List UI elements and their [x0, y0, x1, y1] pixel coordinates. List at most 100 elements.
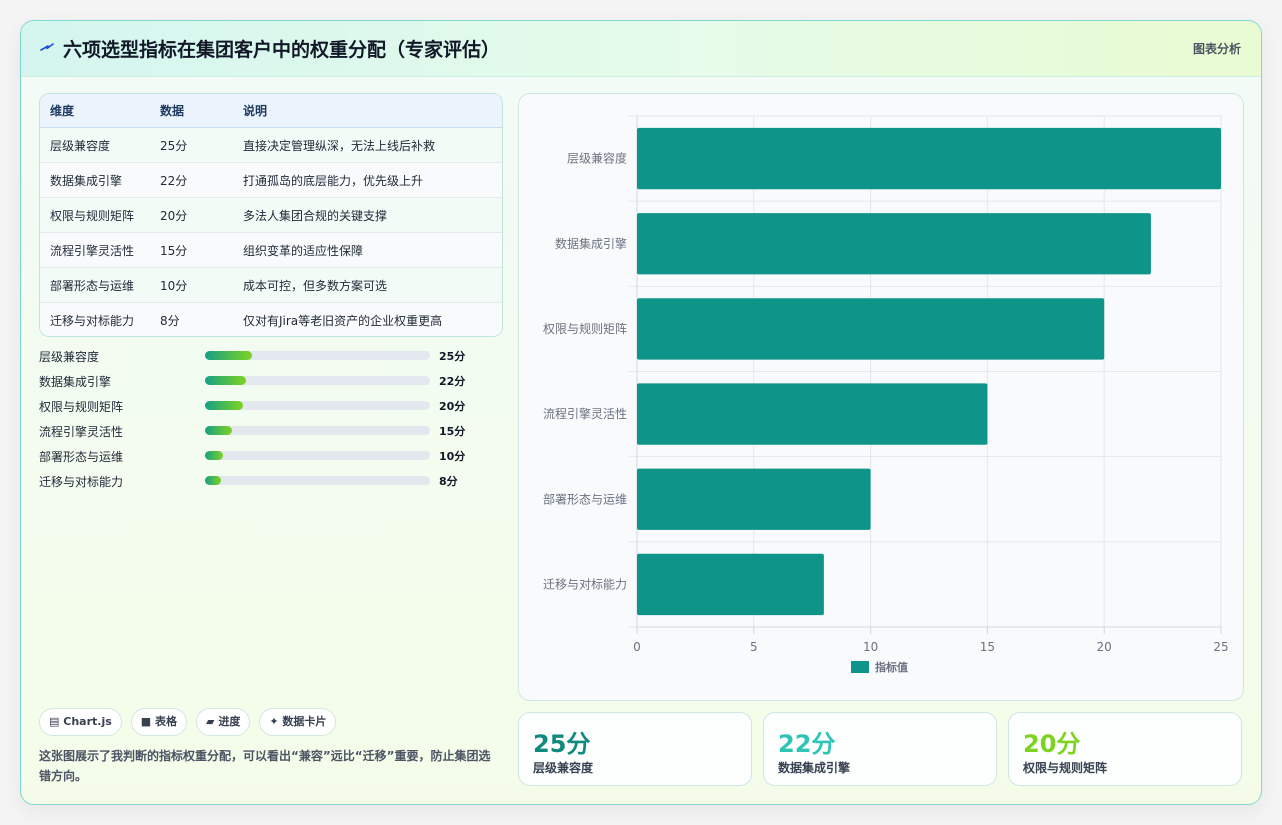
- table-row: 权限与规则矩阵 20分 多法人集团合规的关键支撑: [40, 197, 502, 233]
- analysis-note: 这张图展示了我判断的指标权重分配，可以看出“兼容”远比“迁移”重要，防止集团选错…: [39, 749, 491, 783]
- progress-track: [205, 476, 430, 485]
- stat-label: 层级兼容度: [533, 761, 594, 775]
- stat-value: 22分: [778, 730, 836, 758]
- progress-fill: [205, 476, 221, 485]
- progress-row: 数据集成引擎 22分: [39, 373, 501, 398]
- cell-score: 15分: [150, 232, 233, 268]
- x-tick-label: 25: [1213, 640, 1228, 654]
- progress-value: 10分: [439, 450, 466, 463]
- weights-table: 维度 数据 说明 层级兼容度 25分 直接决定管理纵深，无法上线后补救 数据集成…: [39, 93, 503, 337]
- x-tick-label: 10: [863, 640, 878, 654]
- legend-label: 指标值: [875, 660, 908, 674]
- progress-track: [205, 351, 430, 360]
- column-header-description: 说明: [233, 94, 502, 128]
- cell-score: 10分: [150, 267, 233, 303]
- progress-value: 25分: [439, 350, 466, 363]
- progress-value: 15分: [439, 425, 466, 438]
- cell-dimension: 迁移与对标能力: [40, 302, 150, 336]
- progress-row: 部署形态与运维 10分: [39, 448, 501, 473]
- progress-label: 数据集成引擎: [39, 375, 112, 389]
- main-card: 六项选型指标在集团客户中的权重分配（专家评估） 图表分析 维度 数据 说明 层级…: [20, 20, 1262, 805]
- bar: [637, 468, 871, 530]
- header: 六项选型指标在集团客户中的权重分配（专家评估） 图表分析: [21, 21, 1261, 77]
- bar: [637, 127, 1221, 190]
- stat-value: 25分: [533, 730, 591, 758]
- progress-fill: [205, 351, 253, 360]
- progress-fill: [205, 451, 223, 460]
- column-header-dimension: 维度: [40, 94, 150, 128]
- page-title: 六项选型指标在集团客户中的权重分配（专家评估）: [63, 39, 501, 61]
- bar-chart-panel: 0 5 10 15 20 25 层级兼容度数据集成引擎权限与规则矩阵 流程引擎灵活性 部署形态与…: [518, 93, 1244, 701]
- cell-description: 成本可控，但多数方案可选: [233, 267, 502, 303]
- progress-label: 部署形态与运维: [39, 450, 124, 464]
- cell-score: 25分: [150, 127, 233, 163]
- y-tick-label: 数据集成引擎: [555, 236, 627, 251]
- progress-label: 流程引擎灵活性: [39, 425, 124, 439]
- cell-dimension: 层级兼容度: [40, 127, 150, 163]
- progress-track: [205, 376, 430, 385]
- y-tick-label: 部署形态与运维: [543, 491, 627, 506]
- cell-dimension: 流程引擎灵活性: [40, 232, 150, 268]
- cell-dimension: 权限与规则矩阵: [40, 197, 150, 233]
- progress-value: 20分: [439, 400, 466, 413]
- progress-value: 8分: [439, 475, 458, 488]
- chip-data-cards[interactable]: ✦ 数据卡片: [259, 708, 337, 736]
- table-icon: ■: [140, 715, 152, 728]
- stat-card: 22分 数据集成引擎: [763, 712, 997, 786]
- progress-label: 权限与规则矩阵: [39, 400, 124, 414]
- progress-track: [205, 426, 430, 435]
- x-tick-label: 20: [1097, 640, 1112, 654]
- bar-chart: 0 5 10 15 20 25 层级兼容度数据集成引擎权限与规则矩阵流程引擎灵活性部署形态与…: [543, 115, 1229, 674]
- table-row: 流程引擎灵活性 15分 组织变革的适应性保障: [40, 232, 502, 268]
- cell-dimension: 数据集成引擎: [40, 162, 150, 198]
- progress-fill: [205, 401, 244, 410]
- chip-chartjs[interactable]: ▤ Chart.js: [39, 708, 122, 736]
- lightning-icon: [40, 43, 54, 51]
- progress-icon: ▰: [206, 715, 215, 728]
- stat-label: 权限与规则矩阵: [1023, 761, 1108, 775]
- chip-label: Chart.js: [63, 715, 112, 728]
- progress-value: 22分: [439, 375, 466, 388]
- cell-description: 组织变革的适应性保障: [233, 232, 502, 268]
- chip-label: 表格: [155, 715, 178, 728]
- legend-swatch: [851, 661, 869, 673]
- chip-label: 进度: [218, 715, 241, 728]
- stat-card: 20分 权限与规则矩阵: [1008, 712, 1242, 786]
- x-tick-label: 0: [633, 640, 641, 654]
- progress-track: [205, 451, 430, 460]
- y-tick-label: 层级兼容度: [567, 151, 627, 166]
- cell-description: 多法人集团合规的关键支撑: [233, 197, 502, 233]
- table-row: 部署形态与运维 10分 成本可控，但多数方案可选: [40, 267, 502, 303]
- progress-row: 权限与规则矩阵 20分: [39, 398, 501, 423]
- progress-track: [205, 401, 430, 410]
- stat-card: 25分 层级兼容度: [518, 712, 752, 786]
- bar: [637, 213, 1151, 275]
- y-tick-label: 迁移与对标能力: [543, 577, 627, 591]
- x-tick-label: 15: [980, 640, 995, 654]
- stat-label: 数据集成引擎: [778, 761, 851, 775]
- bar: [637, 298, 1105, 360]
- y-tick-label: 权限与规则矩阵: [543, 321, 627, 336]
- x-tick-label: 5: [750, 640, 758, 654]
- cell-description: 直接决定管理纵深，无法上线后补救: [233, 127, 502, 163]
- bar: [637, 553, 824, 616]
- cell-description: 打通孤岛的底层能力，优先级上升: [233, 162, 502, 198]
- table-row: 层级兼容度 25分 直接决定管理纵深，无法上线后补救: [40, 127, 502, 163]
- y-tick-label: 流程引擎灵活性: [543, 406, 627, 421]
- sparkle-icon: ✦: [269, 715, 279, 728]
- progress-row: 流程引擎灵活性 15分: [39, 423, 501, 448]
- progress-row: 层级兼容度 25分: [39, 348, 501, 373]
- chart-icon: ▤: [49, 715, 60, 728]
- progress-row: 迁移与对标能力 8分: [39, 473, 501, 498]
- chip-table[interactable]: ■ 表格: [130, 708, 188, 736]
- progress-label: 层级兼容度: [39, 350, 100, 364]
- table-header-row: 维度 数据 说明: [40, 94, 502, 128]
- cell-score: 20分: [150, 197, 233, 233]
- cell-description: 仅对有Jira等老旧资产的企业权重更高: [233, 302, 502, 336]
- column-header-data: 数据: [150, 94, 233, 128]
- feature-chips: ▤ Chart.js ■ 表格 ▰ 进度 ✦ 数据卡片: [39, 708, 345, 736]
- cell-score: 22分: [150, 162, 233, 198]
- cell-dimension: 部署形态与运维: [40, 267, 150, 303]
- progress-fill: [205, 426, 232, 435]
- chip-progress[interactable]: ▰ 进度: [196, 708, 251, 736]
